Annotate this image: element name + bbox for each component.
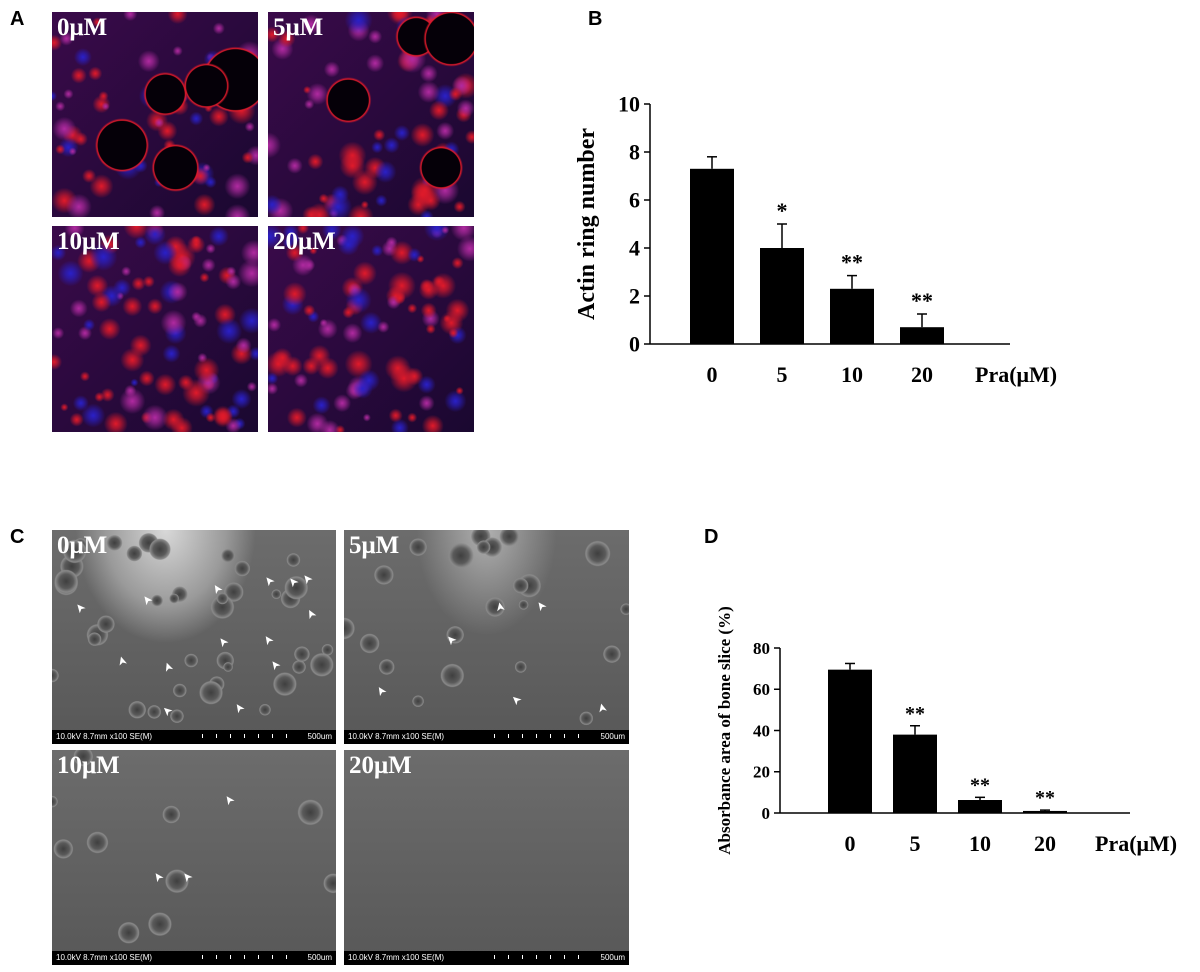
x-tick-label: 5	[910, 831, 921, 856]
fluor-image-0um: 0μM	[52, 12, 258, 217]
resorption-pit-arrow-icon: ➤	[507, 691, 525, 709]
significance-label: **	[841, 250, 863, 275]
sem-info-bar: 10.0kV 8.7mm x100 SE(M) 500um	[344, 951, 629, 965]
resorption-pit-arrow-icon: ➤	[302, 606, 320, 622]
sem-scale-label: 500um	[600, 732, 625, 741]
resorption-pit-arrow-icon: ➤	[492, 600, 508, 614]
resorption-pit-arrow-icon: ➤	[220, 791, 238, 809]
fluor-image-10um: 10μM	[52, 226, 258, 432]
resorption-pit-arrow-icon: ➤	[178, 868, 196, 886]
y-tick-label: 8	[629, 140, 640, 165]
x-tick-label: 0	[845, 831, 856, 856]
significance-label: *	[777, 198, 788, 223]
fluor-image-20um: 20μM	[268, 226, 474, 432]
y-tick-label: 6	[629, 188, 640, 213]
y-tick-label: 0	[629, 332, 640, 357]
sem-info-text: 10.0kV 8.7mm x100 SE(M)	[348, 732, 445, 741]
fluor-image-5um: 5μM	[268, 12, 474, 217]
bar	[893, 734, 937, 813]
fluor-tile-label: 10μM	[57, 228, 120, 255]
sem-tile-label: 10μM	[57, 752, 120, 779]
resorption-pit-arrow-icon: ➤	[138, 591, 156, 609]
y-axis-label: Absorbance area of bone slice (%)	[715, 606, 734, 855]
y-tick-label: 0	[762, 804, 771, 823]
panel-label-c: C	[10, 526, 25, 548]
panel-label-b: B	[588, 8, 603, 30]
y-tick-label: 4	[629, 236, 640, 261]
bar	[690, 168, 734, 344]
sem-scale-ticks	[202, 955, 291, 959]
y-tick-label: 20	[753, 763, 770, 782]
sem-image-20um: 20μM 10.0kV 8.7mm x100 SE(M) 500um	[344, 750, 629, 965]
sem-scale-label: 500um	[307, 953, 332, 962]
resorption-pit-arrow-icon: ➤	[214, 633, 232, 651]
sem-scale-ticks	[494, 955, 584, 959]
bar	[958, 800, 1002, 813]
bar	[760, 248, 804, 344]
sem-info-bar: 10.0kV 8.7mm x100 SE(M) 500um	[52, 951, 336, 965]
y-tick-label: 80	[753, 639, 770, 658]
resorption-pit-arrow-icon: ➤	[71, 599, 89, 617]
resorption-pit-arrow-icon: ➤	[113, 654, 131, 668]
chart-d-absorbance-area: 0 20 40 60 80 Absorbance area of bone slice (…	[715, 606, 1177, 856]
sem-info-bar: 10.0kV 8.7mm x100 SE(M) 500um	[344, 730, 629, 744]
resorption-pit-arrow-icon: ➤	[208, 580, 226, 598]
y-tick-label: 40	[753, 721, 770, 740]
significance-label: **	[1035, 787, 1055, 809]
sem-info-text: 10.0kV 8.7mm x100 SE(M)	[56, 732, 153, 741]
bar	[828, 669, 872, 813]
significance-label: **	[970, 774, 990, 796]
bar	[900, 327, 944, 344]
sem-scale-ticks	[202, 734, 291, 738]
resorption-pit-arrow-icon: ➤	[372, 682, 390, 700]
chart-b-actin-ring: 0 2 4 6 8 10 Actin ring number 0 * 5 ** 10 ** 20 Pra(μ…	[574, 92, 1057, 387]
sem-image-10um: 10μM 10.0kV 8.7mm x100 SE(M) 500um ➤ ➤ ➤	[52, 750, 336, 965]
panel-label-a: A	[10, 8, 25, 30]
sem-scale-label: 500um	[600, 953, 625, 962]
y-axis-label: Actin ring number	[574, 128, 600, 320]
significance-label: **	[905, 703, 925, 725]
resorption-pit-arrow-icon: ➤	[159, 659, 177, 675]
x-tick-label: 10	[841, 362, 863, 387]
y-tick-label: 60	[753, 680, 770, 699]
fluor-tile-label: 0μM	[57, 14, 108, 41]
x-tick-label: 20	[1034, 831, 1056, 856]
bar	[830, 288, 874, 344]
y-tick-label: 2	[629, 284, 640, 309]
y-tick-label: 10	[618, 92, 640, 117]
panel-label-d: D	[704, 526, 719, 548]
sem-tile-label: 0μM	[57, 532, 108, 559]
resorption-pit-arrow-icon: ➤	[594, 701, 611, 715]
sem-info-text: 10.0kV 8.7mm x100 SE(M)	[348, 953, 445, 962]
resorption-pit-arrow-icon: ➤	[266, 656, 284, 674]
x-axis-unit-label: Pra(μM)	[975, 362, 1057, 387]
resorption-pit-arrow-icon: ➤	[149, 868, 167, 886]
resorption-pit-arrow-icon: ➤	[158, 702, 176, 720]
resorption-pit-arrow-icon: ➤	[260, 572, 278, 590]
sem-image-5um: 5μM 10.0kV 8.7mm x100 SE(M) 500um ➤ ➤ ➤ ➤ ➤ ➤	[344, 530, 629, 744]
sem-scale-ticks	[494, 734, 584, 738]
resorption-pit-arrow-icon: ➤	[532, 597, 550, 615]
resorption-pit-arrow-icon: ➤	[298, 570, 316, 588]
resorption-pit-arrow-icon: ➤	[442, 631, 460, 649]
sem-tile-label: 20μM	[349, 752, 412, 779]
sem-scale-label: 500um	[307, 732, 332, 741]
resorption-pit-arrow-icon: ➤	[259, 631, 277, 649]
x-tick-label: 5	[777, 362, 788, 387]
sem-tile-label: 5μM	[349, 532, 400, 559]
bar	[1023, 810, 1067, 813]
resorption-pit-arrow-icon: ➤	[230, 699, 248, 717]
fluor-tile-label: 20μM	[273, 228, 336, 255]
x-tick-label: 10	[969, 831, 991, 856]
significance-label: **	[911, 288, 933, 313]
sem-info-bar: 10.0kV 8.7mm x100 SE(M) 500um	[52, 730, 336, 744]
fluor-tile-label: 5μM	[273, 14, 324, 41]
x-tick-label: 20	[911, 362, 933, 387]
x-axis-unit-label: Pra(μM)	[1095, 831, 1177, 856]
sem-image-0um: 0μM 10.0kV 8.7mm x100 SE(M) 500um ➤ ➤ ➤ ➤ ➤ ➤…	[52, 530, 336, 744]
x-tick-label: 0	[707, 362, 718, 387]
resorption-pit-arrow-icon: ➤	[284, 573, 302, 591]
sem-info-text: 10.0kV 8.7mm x100 SE(M)	[56, 953, 153, 962]
